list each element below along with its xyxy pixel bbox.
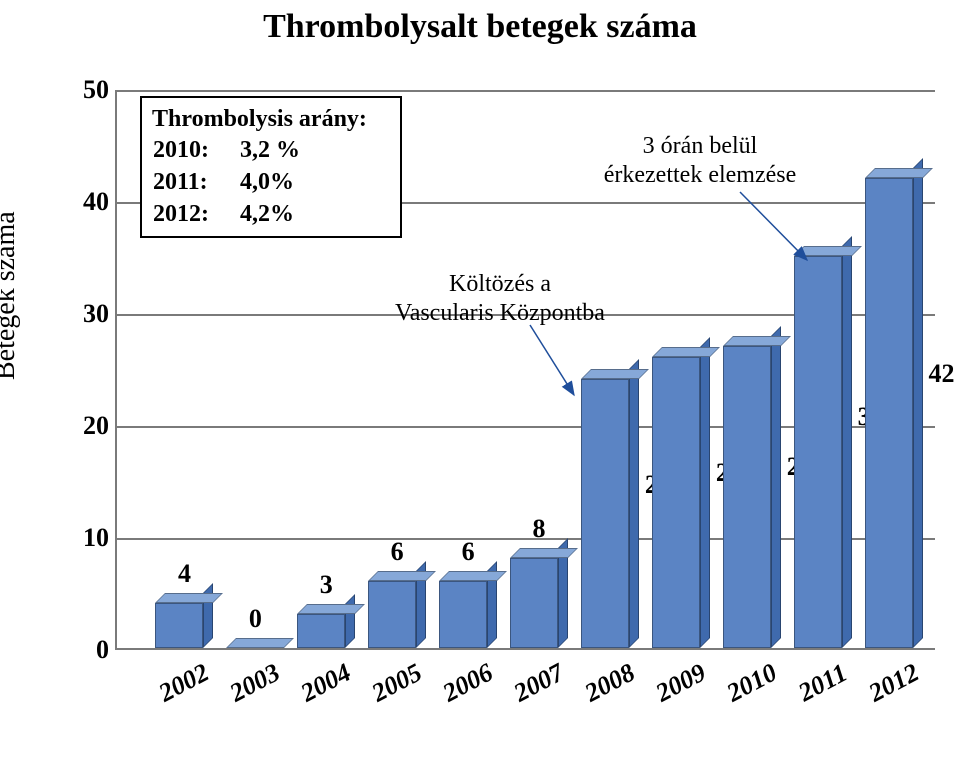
annotation-line: Vascularis Központba — [395, 300, 605, 326]
y-tick: 20 — [83, 411, 109, 441]
bar-side — [913, 158, 923, 648]
y-tick: 10 — [83, 523, 109, 553]
bar: 27 — [723, 336, 781, 648]
bar-side — [771, 326, 781, 648]
bar: 26 — [652, 347, 710, 648]
info-box-year: 2011: — [152, 166, 239, 198]
bar-top — [368, 571, 436, 581]
bar: 6 — [439, 571, 497, 648]
gridline — [117, 90, 935, 92]
bar-front — [510, 558, 558, 648]
y-tick: 0 — [96, 635, 109, 665]
bar-value: 6 — [391, 537, 404, 567]
bar: 42 — [865, 168, 923, 648]
bar: 3 — [297, 604, 355, 648]
info-box-year: 2010: — [152, 134, 239, 166]
bar-top — [581, 369, 649, 379]
bar-value: 6 — [462, 537, 475, 567]
annotation-line: érkezettek elemzése — [604, 162, 797, 188]
bar-top — [155, 593, 223, 603]
info-box-value: 4,0% — [239, 166, 301, 198]
bar-top — [794, 246, 862, 256]
x-tick: 2007 — [509, 658, 569, 709]
bar: 35 — [794, 246, 852, 648]
bar-value: 0 — [249, 604, 262, 634]
info-box-row: 2010: 3,2 % — [152, 134, 301, 166]
bar: 4 — [155, 593, 213, 648]
bar: 8 — [510, 548, 568, 648]
y-tick: 50 — [83, 75, 109, 105]
bar-top — [439, 571, 507, 581]
bar-front — [439, 581, 487, 648]
bar-top — [652, 347, 720, 357]
bar-top — [226, 638, 294, 648]
bar: 24 — [581, 369, 639, 648]
bar-value: 3 — [320, 570, 333, 600]
info-box-row: 2012: 4,2% — [152, 198, 301, 230]
x-tick: 2010 — [722, 658, 782, 709]
x-tick: 2008 — [580, 658, 640, 709]
annotation-harom-oran: 3 órán belül érkezettek elemzése — [575, 132, 825, 190]
bar-front — [155, 603, 203, 648]
x-tick: 2002 — [154, 658, 214, 709]
bar-side — [345, 594, 355, 648]
annotation-koltozes: Költözés a Vascularis Központba — [370, 270, 630, 328]
bar-side — [700, 337, 710, 648]
x-tick: 2011 — [793, 658, 852, 708]
bar-front — [368, 581, 416, 648]
info-box-value: 3,2 % — [239, 134, 301, 166]
bar-top — [510, 548, 578, 558]
bar-front — [865, 178, 913, 648]
y-tick: 30 — [83, 299, 109, 329]
y-tick: 40 — [83, 187, 109, 217]
x-tick: 2009 — [651, 658, 711, 709]
chart-stage: Thrombolysalt betegek száma Betegek szám… — [0, 0, 960, 765]
bar-top — [723, 336, 791, 346]
info-box-title: Thrombolysis arány: — [152, 104, 390, 134]
bar-front — [652, 357, 700, 648]
bar-value: 42 — [929, 359, 955, 389]
y-axis-label: Betegek száma — [0, 211, 22, 380]
bar-front — [581, 379, 629, 648]
bar: 0 — [226, 638, 284, 648]
bar-side — [629, 359, 639, 648]
bar-top — [297, 604, 365, 614]
bar-front — [794, 256, 842, 648]
info-box-value: 4,2% — [239, 198, 301, 230]
x-tick: 2012 — [864, 658, 924, 709]
bar-value: 4 — [178, 559, 191, 589]
bar-front — [723, 346, 771, 648]
x-tick: 2003 — [225, 658, 285, 709]
x-tick: 2005 — [367, 658, 427, 709]
annotation-line: Költözés a — [449, 271, 551, 297]
bar-side — [842, 236, 852, 648]
bar-value: 8 — [533, 514, 546, 544]
bar-top — [865, 168, 933, 178]
annotation-line: 3 órán belül — [643, 133, 758, 159]
thrombolysis-ratio-box: Thrombolysis arány: 2010: 3,2 % 2011: 4,… — [140, 96, 402, 238]
x-tick: 2006 — [438, 658, 498, 709]
info-box-row: 2011: 4,0% — [152, 166, 301, 198]
bar-front — [297, 614, 345, 648]
info-box-year: 2012: — [152, 198, 239, 230]
bar: 6 — [368, 571, 426, 648]
x-tick: 2004 — [296, 658, 356, 709]
chart-title: Thrombolysalt betegek száma — [0, 8, 960, 46]
